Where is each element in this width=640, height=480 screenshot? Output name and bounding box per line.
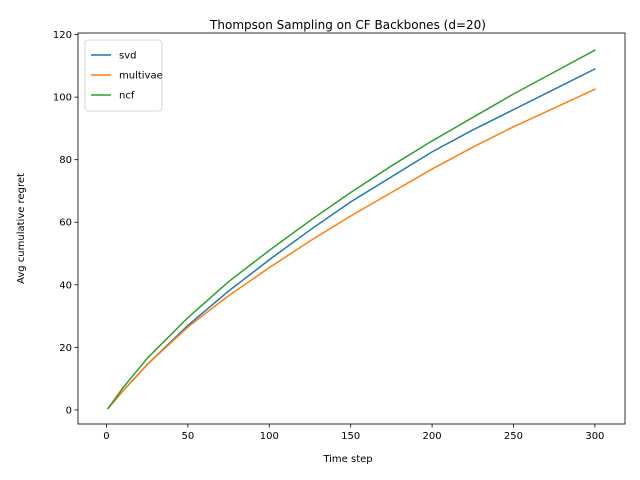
- y-axis-ticks: 0 20 40 60 80 100 120: [53, 30, 78, 416]
- legend: svd multivae ncf: [84, 39, 163, 112]
- x-tick-label: 50: [182, 431, 195, 442]
- y-tick-label: 20: [59, 343, 72, 354]
- x-axis-ticks: 0 50 100 150 200 250 300: [103, 424, 604, 442]
- series-line-svd: [107, 67, 596, 410]
- y-tick-label: 80: [59, 155, 72, 166]
- y-axis-label: Avg cumulative regret: [16, 173, 27, 284]
- x-tick-label: 300: [585, 431, 604, 442]
- plot-frame: [77, 32, 626, 425]
- x-tick-label: 100: [260, 431, 279, 442]
- legend-label-svd: svd: [119, 51, 136, 62]
- legend-label-ncf: ncf: [119, 91, 135, 102]
- x-axis-label: Time step: [322, 454, 372, 465]
- legend-frame: [84, 39, 163, 112]
- series-layer: [107, 49, 596, 410]
- series-line-multivae: [107, 88, 596, 410]
- x-tick-label: 200: [423, 431, 442, 442]
- y-tick-label: 60: [59, 218, 72, 229]
- y-tick-label: 100: [53, 93, 72, 104]
- y-tick-label: 120: [53, 30, 72, 41]
- chart-title: Thompson Sampling on CF Backbones (d=20): [209, 18, 486, 32]
- x-tick-label: 250: [504, 431, 523, 442]
- y-tick-label: 40: [59, 280, 72, 291]
- x-tick-label: 0: [103, 431, 109, 442]
- y-tick-label: 0: [66, 405, 72, 416]
- legend-label-multivae: multivae: [119, 71, 163, 82]
- x-tick-label: 150: [341, 431, 360, 442]
- series-line-ncf: [107, 49, 596, 410]
